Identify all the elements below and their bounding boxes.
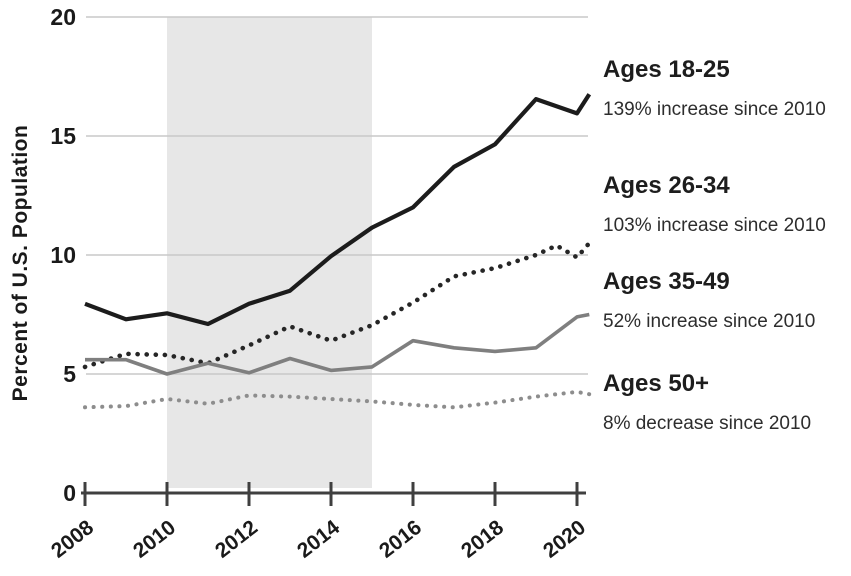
legend-note: 52% increase since 2010	[603, 311, 816, 332]
y-axis-title: Percent of U.S. Population	[9, 124, 32, 402]
legend-note: 8% decrease since 2010	[603, 413, 812, 434]
x-tick-label: 2016	[375, 516, 426, 563]
legend-title: Ages 35-49	[603, 268, 730, 295]
legend-item-ages-18-25: Ages 18-25 139% increase since 2010	[603, 56, 851, 121]
legend-note: 139% increase since 2010	[603, 99, 826, 120]
x-tick-label: 2012	[211, 516, 262, 563]
series-line-ages-35-49	[85, 312, 590, 376]
legend-item-ages-26-34: Ages 26-34 103% increase since 2010	[603, 172, 851, 237]
series-line-ages-50	[83, 389, 592, 410]
legend-title: Ages 26-34	[603, 172, 730, 199]
legend-title: Ages 50+	[603, 370, 710, 397]
x-tick-label: 2018	[457, 516, 508, 563]
x-tick-label: 2014	[293, 516, 344, 563]
y-tick-label: 10	[50, 242, 76, 268]
legend-item-ages-35-49: Ages 35-49 52% increase since 2010	[603, 268, 851, 333]
shaded-band-2010-2015	[167, 17, 372, 488]
legend-note: 103% increase since 2010	[603, 215, 826, 236]
series-line-ages-26-34	[82, 240, 592, 370]
y-tick-label: 15	[50, 123, 76, 149]
series-line-ages-18-25	[84, 93, 592, 327]
legend-title: Ages 18-25	[603, 56, 730, 83]
x-tick-label: 2008	[47, 516, 98, 563]
y-tick-label: 20	[50, 4, 76, 30]
x-tick-label: 2010	[129, 516, 180, 563]
y-tick-label: 5	[63, 361, 76, 387]
legend-item-ages-50-plus: Ages 50+ 8% decrease since 2010	[603, 370, 851, 435]
y-tick-label: 0	[63, 480, 76, 506]
x-tick-label: 2020	[539, 516, 590, 563]
